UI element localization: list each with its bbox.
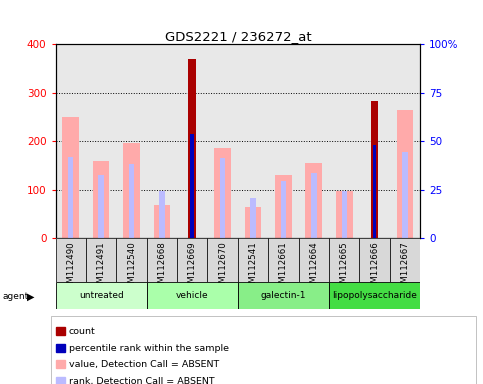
Bar — [147, 282, 238, 309]
Text: GSM112667: GSM112667 — [400, 242, 410, 295]
Text: galectin-1: galectin-1 — [261, 291, 306, 300]
Bar — [359, 238, 390, 282]
Bar — [250, 198, 256, 238]
Text: percentile rank within the sample: percentile rank within the sample — [69, 344, 228, 353]
Text: GSM112669: GSM112669 — [188, 242, 197, 294]
Text: agent: agent — [2, 292, 28, 301]
Bar — [190, 134, 194, 238]
Bar — [220, 158, 226, 238]
Bar — [281, 181, 286, 238]
Bar — [373, 144, 376, 238]
Bar — [341, 190, 347, 238]
Bar — [238, 282, 329, 309]
Bar — [371, 101, 378, 238]
Text: count: count — [69, 327, 95, 336]
Text: GSM112661: GSM112661 — [279, 242, 288, 295]
Bar — [397, 109, 413, 238]
Bar — [298, 238, 329, 282]
Bar — [336, 190, 353, 238]
Text: rank, Detection Call = ABSENT: rank, Detection Call = ABSENT — [69, 377, 214, 384]
Text: GSM112490: GSM112490 — [66, 242, 75, 294]
Bar — [402, 152, 408, 238]
Title: GDS2221 / 236272_at: GDS2221 / 236272_at — [165, 30, 311, 43]
Bar — [214, 148, 231, 238]
Bar — [154, 205, 170, 238]
Bar — [116, 238, 147, 282]
Bar — [329, 238, 359, 282]
Bar — [68, 157, 73, 238]
Bar — [208, 238, 238, 282]
Bar — [159, 190, 165, 238]
Text: lipopolysaccharide: lipopolysaccharide — [332, 291, 417, 300]
Bar — [99, 175, 104, 238]
Bar — [305, 163, 322, 238]
Bar — [329, 282, 420, 309]
Bar — [177, 238, 208, 282]
Text: GSM112665: GSM112665 — [340, 242, 349, 295]
Text: GSM112664: GSM112664 — [309, 242, 318, 295]
Text: GSM112666: GSM112666 — [370, 242, 379, 295]
Text: untreated: untreated — [79, 291, 124, 300]
Text: ▶: ▶ — [27, 291, 34, 301]
Text: GSM112540: GSM112540 — [127, 242, 136, 295]
Bar — [56, 282, 147, 309]
Bar — [390, 238, 420, 282]
Bar — [56, 238, 86, 282]
Bar — [93, 162, 110, 238]
Bar — [86, 238, 116, 282]
Bar — [275, 175, 292, 238]
Bar — [129, 164, 134, 238]
Text: GSM112541: GSM112541 — [249, 242, 257, 295]
Text: GSM112670: GSM112670 — [218, 242, 227, 295]
Text: vehicle: vehicle — [176, 291, 209, 300]
Bar — [123, 142, 140, 238]
Text: GSM112668: GSM112668 — [157, 242, 167, 295]
Bar — [188, 59, 196, 238]
Bar — [268, 238, 298, 282]
Bar — [147, 238, 177, 282]
Bar — [311, 173, 316, 238]
Bar — [245, 207, 261, 238]
Bar — [238, 238, 268, 282]
Bar — [62, 117, 79, 238]
Text: GSM112491: GSM112491 — [97, 242, 106, 294]
Text: value, Detection Call = ABSENT: value, Detection Call = ABSENT — [69, 360, 219, 369]
